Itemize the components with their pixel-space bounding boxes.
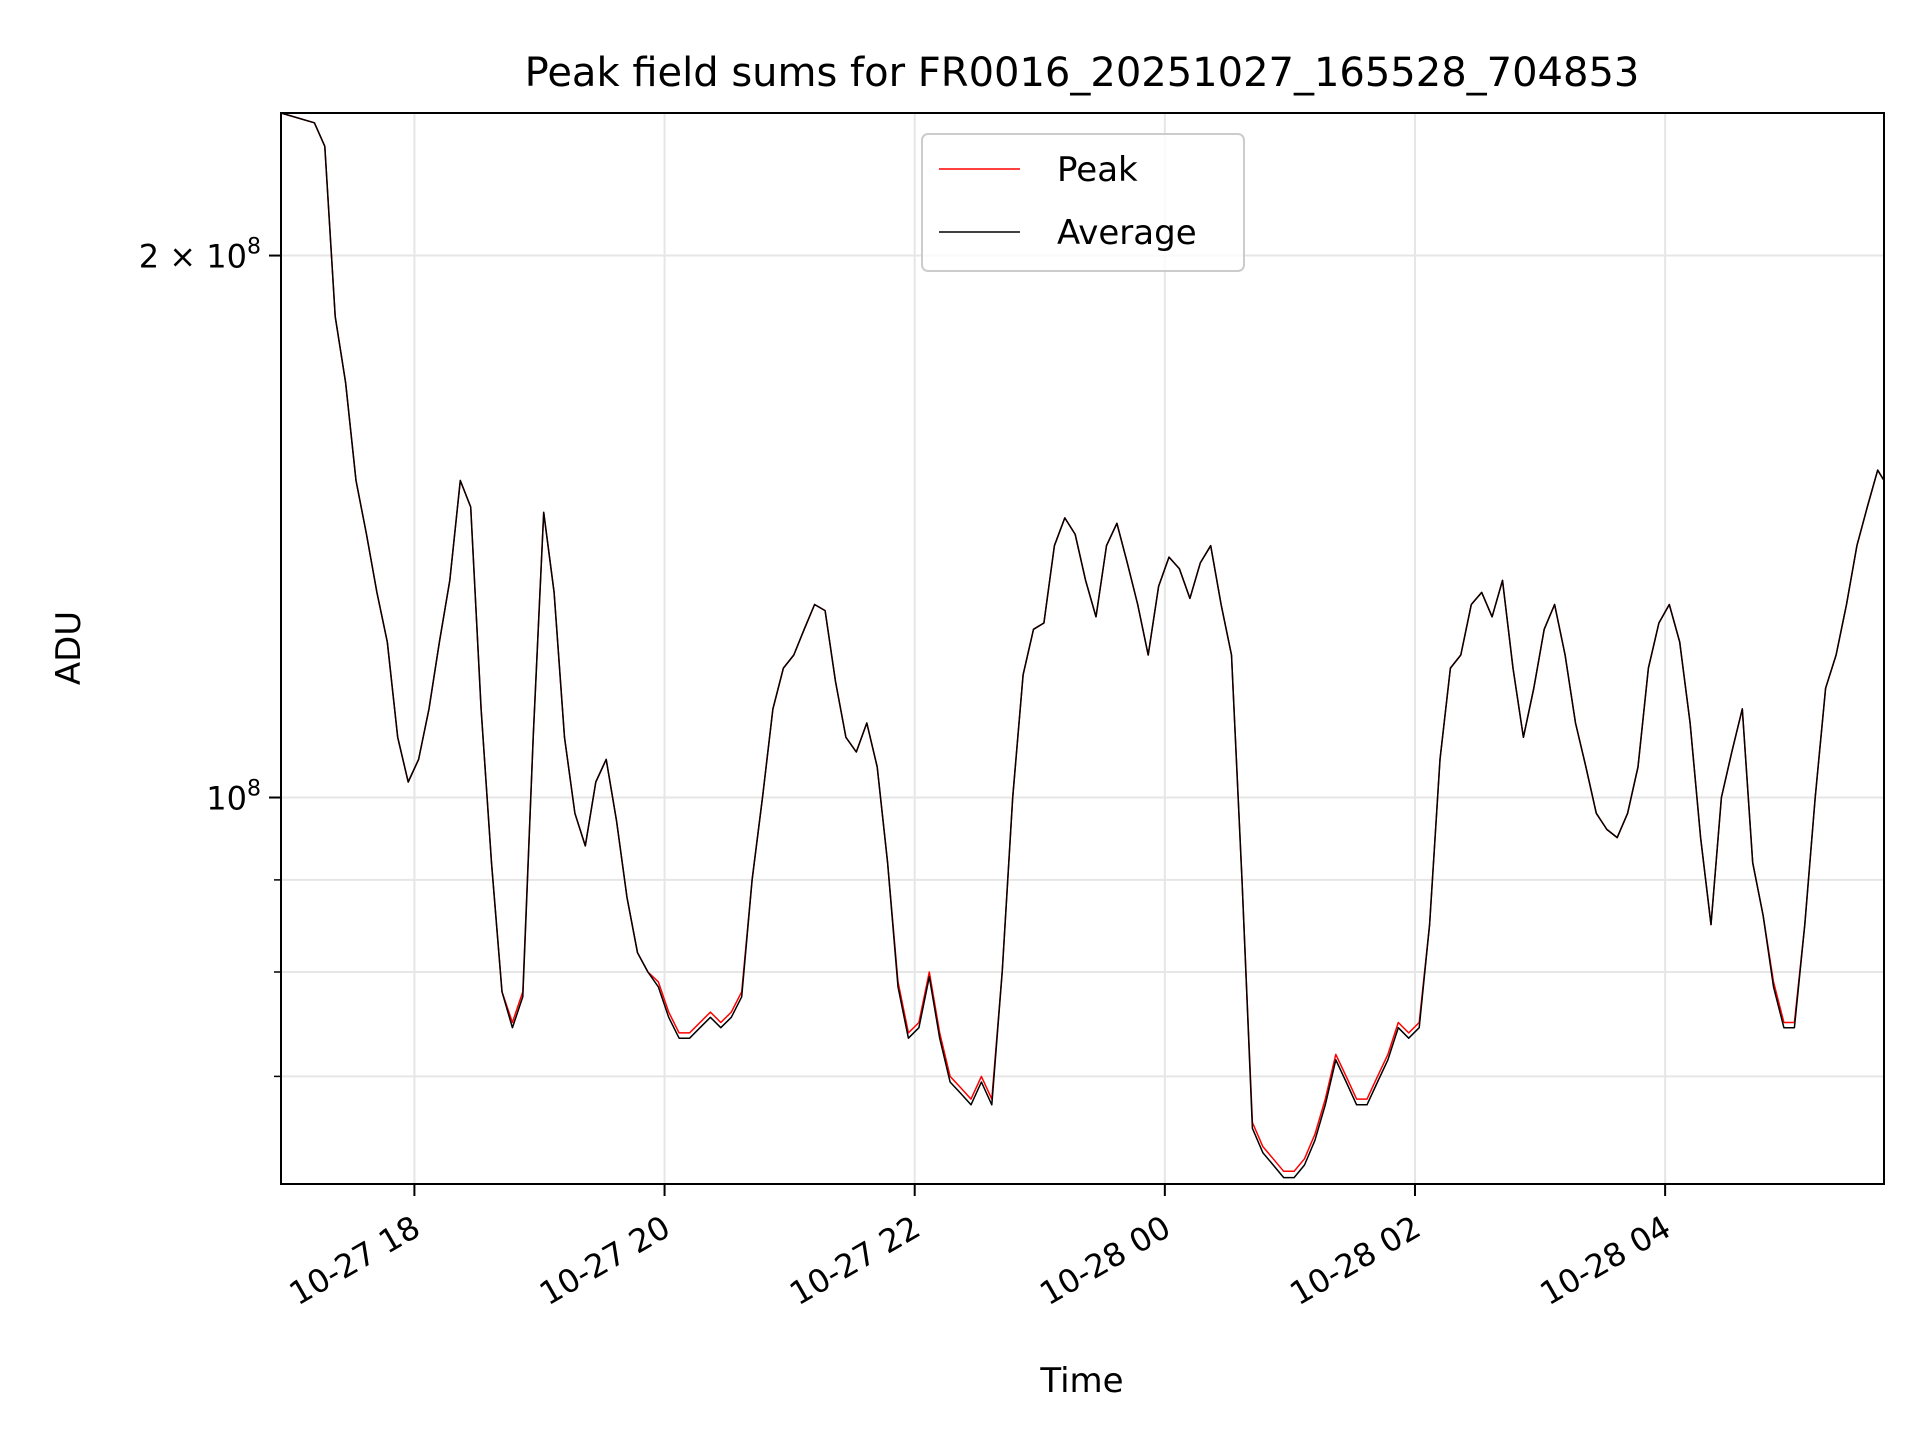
legend-label-peak: Peak: [1057, 150, 1138, 190]
legend: Peak Average: [921, 133, 1245, 272]
legend-label-average: Average: [1057, 213, 1197, 253]
y-tick-label: 108: [206, 777, 261, 818]
y-axis: 108 2 × 108: [139, 235, 281, 1078]
chart-title: Peak field sums for FR0016_20251027_1655…: [525, 50, 1640, 96]
y-tick-label: 2 × 108: [139, 235, 261, 276]
plot-area: [280, 112, 1885, 1179]
axes-frame: [280, 112, 1885, 1185]
series-line-average: [280, 112, 1885, 1179]
y-axis-label: ADU: [49, 611, 89, 685]
x-axis-label: Time: [1039, 1361, 1123, 1401]
